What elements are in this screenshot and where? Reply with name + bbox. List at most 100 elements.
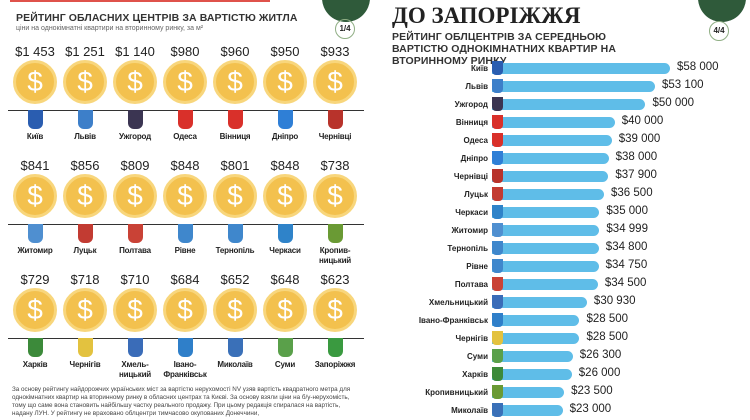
city-card: $729 $ Харків [10,272,60,370]
coat-of-arms-icon [277,338,293,357]
value-label: $23 500 [571,385,613,397]
bar-row: Ужгород $50 000 [378,96,750,113]
coat-of-arms-icon [492,205,503,219]
city-name: Хмель-ницький [118,360,152,379]
value-label: $38 000 [615,151,658,163]
bar-row: Чернівці $37 900 [378,168,750,185]
city-card: $718 $ Чернігів [60,272,110,370]
value-label: $50 000 [652,97,695,109]
city-name: Тернопіль [215,246,255,255]
bar [492,333,580,344]
bar-row: Тернопіль $34 800 [378,240,750,257]
price: $801 [220,158,250,173]
price: $950 [270,44,300,59]
coat-of-arms-icon [492,331,503,345]
price: $623 [320,272,350,287]
city-card: $684 $ Івано-Франківськ [160,272,210,380]
bar [492,297,587,308]
price: $738 [320,158,350,173]
coat-of-arms-icon [327,110,343,129]
category-label: Тернопіль [447,244,488,253]
coat-of-arms-icon [492,259,503,273]
coat-of-arms-icon [492,115,503,129]
city-card: $648 $ Суми [260,272,310,370]
bar [492,117,615,128]
price: $1 251 [65,44,105,59]
dollar-coin-icon: $ [113,174,157,218]
category-label: Полтава [454,280,488,289]
coat-of-arms-icon [492,133,503,147]
value-label: $36 500 [611,187,653,199]
bar [492,99,646,110]
dollar-coin-icon: $ [263,288,307,332]
city-card: $848 $ Черкаси [260,158,310,256]
coat-of-arms-icon [492,367,503,381]
city-card: $848 $ Рівне [160,158,210,256]
dollar-coin-icon: $ [163,60,207,104]
coat-of-arms-icon [227,224,243,243]
city-name: Чернівці [318,132,352,141]
cropped-title-band [10,0,270,2]
coat-of-arms-icon [327,224,343,243]
city-card: $1 453 $ Київ [10,44,60,142]
bar-row: Черкаси $35 000 [378,204,750,221]
city-card: $710 $ Хмель-ницький [110,272,160,380]
price: $1 453 [15,44,55,59]
bar-row: Миколаїв $23 000 [378,402,750,419]
category-label: Кропивницький [425,388,488,397]
category-label: Хмельницький [428,298,488,307]
coat-of-arms-icon [492,313,503,327]
city-name: Кропив-ницький [318,246,352,265]
coat-of-arms-icon [127,110,143,129]
price: $980 [170,44,200,59]
city-name: Вінниця [219,132,251,141]
dollar-coin-icon: $ [13,288,57,332]
city-card: $980 $ Одеса [160,44,210,142]
price: $652 [220,272,250,287]
coat-of-arms-icon [492,295,503,309]
dollar-coin-icon: $ [163,288,207,332]
bar-row: Рівне $34 750 [378,258,750,275]
city-name: Ужгород [118,132,151,141]
price: $933 [320,44,350,59]
value-label: $37 900 [615,169,657,181]
coat-of-arms-icon [492,277,503,291]
city-name: Одеса [173,132,197,141]
heading: РЕЙТИНГ ОБЛАСНИХ ЦЕНТРІВ ЗА ВАРТІСТЮ ЖИТ… [16,12,298,24]
coat-of-arms-icon [177,110,193,129]
dollar-coin-icon: $ [313,60,357,104]
coat-of-arms-icon [177,338,193,357]
category-label: Київ [471,64,488,73]
value-label: $26 300 [579,349,622,361]
dollar-coin-icon: $ [163,174,207,218]
dollar-coin-icon: $ [313,174,357,218]
value-label: $30 930 [593,295,636,307]
coat-of-arms-icon [27,338,43,357]
city-card: $856 $ Луцьк [60,158,110,256]
city-name: Суми [274,360,296,369]
price: $960 [220,44,250,59]
category-label: Чернігів [455,334,488,343]
bar-row: Полтава $34 500 [378,276,750,293]
nv-logo [698,0,746,22]
category-label: Дніпро [460,154,488,163]
coat-of-arms-icon [227,338,243,357]
bar-row: Чернігів $28 500 [378,330,750,347]
dollar-coin-icon: $ [263,60,307,104]
right-infographic: ДО ЗАПОРІЖЖЯ РЕЙТИНГ ОБЛЦЕНТРІВ ЗА СЕРЕД… [378,0,750,420]
bar-row: Харків $26 000 [378,366,750,383]
value-label: $26 000 [578,367,621,379]
bar [492,279,598,290]
category-label: Ужгород [454,100,488,109]
bar-row: Хмельницький $30 930 [378,294,750,311]
dollar-coin-icon: $ [13,174,57,218]
dollar-coin-icon: $ [313,288,357,332]
category-label: Луцьк [464,190,488,199]
bar-row: Кропивницький $23 500 [378,384,750,401]
value-label: $34 999 [606,223,648,235]
city-name: Житомир [17,246,53,255]
dollar-coin-icon: $ [63,60,107,104]
coat-of-arms-icon [277,224,293,243]
coat-of-arms-icon [492,61,503,75]
value-label: $39 000 [618,133,661,145]
